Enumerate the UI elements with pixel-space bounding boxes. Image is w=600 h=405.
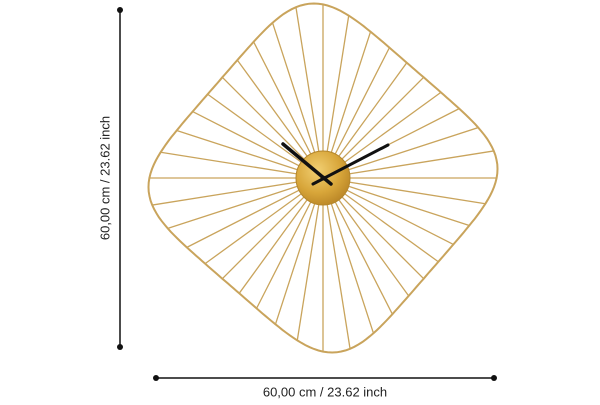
spoke	[236, 59, 310, 159]
spoke	[204, 191, 304, 265]
spoke	[339, 76, 425, 162]
spoke	[339, 194, 425, 280]
spoke	[295, 7, 320, 155]
spoke	[186, 188, 302, 248]
spoke	[336, 197, 410, 297]
minute-hand	[311, 143, 390, 186]
dimension-end	[153, 375, 159, 381]
spoke	[346, 181, 486, 205]
wall-clock	[147, 2, 499, 354]
spoke	[274, 200, 317, 325]
width-label: 60,00 cm / 23.62 inch	[263, 384, 387, 399]
spoke	[346, 150, 494, 175]
spoke	[296, 201, 320, 341]
spoke	[255, 199, 313, 309]
dimension-end	[117, 344, 123, 350]
spoke	[345, 126, 479, 172]
spoke	[333, 47, 391, 157]
spoke	[221, 194, 307, 280]
spoke	[342, 91, 442, 165]
spoke	[207, 93, 304, 165]
spoke	[336, 62, 408, 159]
spoke	[221, 76, 307, 162]
height-dimension: 60,00 cm / 23.62 inch	[97, 7, 123, 350]
spoke	[342, 191, 439, 263]
spoke	[326, 201, 351, 349]
hand-pin	[320, 175, 326, 181]
frame	[147, 2, 499, 354]
spoke	[333, 199, 393, 315]
spoke	[176, 129, 301, 172]
spoke	[192, 110, 302, 168]
spoke	[253, 41, 313, 157]
spoke	[329, 200, 375, 334]
spoke	[345, 184, 470, 227]
spoke	[238, 197, 310, 294]
spoke	[329, 31, 372, 156]
spoke	[167, 184, 301, 230]
spoke	[160, 151, 300, 175]
dimension-end	[117, 7, 123, 13]
width-dimension: 60,00 cm / 23.62 inch	[153, 375, 497, 399]
spoke	[326, 15, 350, 155]
spoke	[152, 181, 300, 206]
spoke	[271, 22, 317, 156]
dimension-end	[491, 375, 497, 381]
height-label: 60,00 cm / 23.62 inch	[97, 116, 112, 240]
spoke	[344, 188, 454, 246]
